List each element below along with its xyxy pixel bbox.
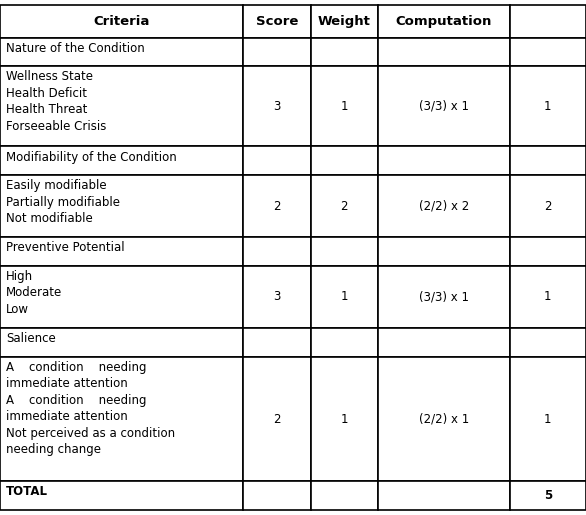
Bar	[0, 357, 243, 482]
Bar	[378, 237, 510, 266]
Text: 1: 1	[340, 413, 348, 425]
Bar	[378, 5, 510, 38]
Text: Easily modifiable
Partially modifiable
Not modifiable: Easily modifiable Partially modifiable N…	[6, 179, 120, 225]
Bar	[243, 175, 311, 237]
Bar	[510, 482, 586, 510]
Bar	[243, 5, 311, 38]
Bar	[0, 175, 243, 237]
Bar	[0, 146, 243, 175]
Bar	[0, 266, 243, 328]
Text: 1: 1	[544, 100, 551, 113]
Text: 2: 2	[273, 413, 281, 425]
Text: 3: 3	[273, 100, 281, 113]
Bar	[0, 38, 243, 66]
Bar	[243, 66, 311, 146]
Bar	[510, 66, 586, 146]
Bar	[378, 146, 510, 175]
Bar	[510, 237, 586, 266]
Text: 1: 1	[340, 100, 348, 113]
Text: Preventive Potential: Preventive Potential	[6, 242, 124, 254]
Text: TOTAL: TOTAL	[6, 486, 48, 499]
Text: Wellness State
Health Deficit
Health Threat
Forseeable Crisis: Wellness State Health Deficit Health Thr…	[6, 71, 106, 133]
Bar	[243, 328, 311, 357]
Text: 5: 5	[544, 489, 552, 502]
Bar	[0, 66, 243, 146]
Bar	[0, 482, 243, 510]
Text: Weight: Weight	[318, 15, 371, 28]
Text: 3: 3	[273, 290, 281, 303]
Bar	[378, 482, 510, 510]
Text: 1: 1	[544, 413, 551, 425]
Text: 1: 1	[544, 290, 551, 303]
Bar	[311, 482, 378, 510]
Bar	[243, 237, 311, 266]
Bar	[311, 38, 378, 66]
Text: (2/2) x 1: (2/2) x 1	[419, 413, 469, 425]
Text: 1: 1	[340, 290, 348, 303]
Bar	[378, 66, 510, 146]
Text: Salience: Salience	[6, 332, 56, 345]
Text: (3/3) x 1: (3/3) x 1	[419, 100, 469, 113]
Text: Score: Score	[255, 15, 298, 28]
Bar	[311, 175, 378, 237]
Bar	[243, 38, 311, 66]
Bar	[510, 266, 586, 328]
Bar	[378, 38, 510, 66]
Bar	[311, 266, 378, 328]
Text: (3/3) x 1: (3/3) x 1	[419, 290, 469, 303]
Bar	[0, 5, 243, 38]
Bar	[243, 146, 311, 175]
Bar	[243, 482, 311, 510]
Bar	[510, 146, 586, 175]
Text: High
Moderate
Low: High Moderate Low	[6, 270, 62, 316]
Text: Computation: Computation	[396, 15, 492, 28]
Bar	[510, 5, 586, 38]
Text: Modifiability of the Condition: Modifiability of the Condition	[6, 150, 176, 164]
Bar	[311, 66, 378, 146]
Bar	[510, 357, 586, 482]
Bar	[243, 266, 311, 328]
Bar	[510, 328, 586, 357]
Bar	[378, 266, 510, 328]
Bar	[0, 328, 243, 357]
Text: Criteria: Criteria	[93, 15, 150, 28]
Bar	[311, 5, 378, 38]
Bar	[378, 357, 510, 482]
Bar	[510, 175, 586, 237]
Text: (2/2) x 2: (2/2) x 2	[419, 200, 469, 213]
Text: 2: 2	[340, 200, 348, 213]
Bar	[243, 357, 311, 482]
Text: 2: 2	[273, 200, 281, 213]
Text: 2: 2	[544, 200, 551, 213]
Bar	[311, 237, 378, 266]
Bar	[311, 357, 378, 482]
Bar	[0, 237, 243, 266]
Text: Nature of the Condition: Nature of the Condition	[6, 42, 145, 55]
Bar	[311, 328, 378, 357]
Bar	[378, 328, 510, 357]
Bar	[311, 146, 378, 175]
Text: A    condition    needing
immediate attention
A    condition    needing
immediat: A condition needing immediate attention …	[6, 361, 175, 456]
Bar	[378, 175, 510, 237]
Bar	[510, 38, 586, 66]
